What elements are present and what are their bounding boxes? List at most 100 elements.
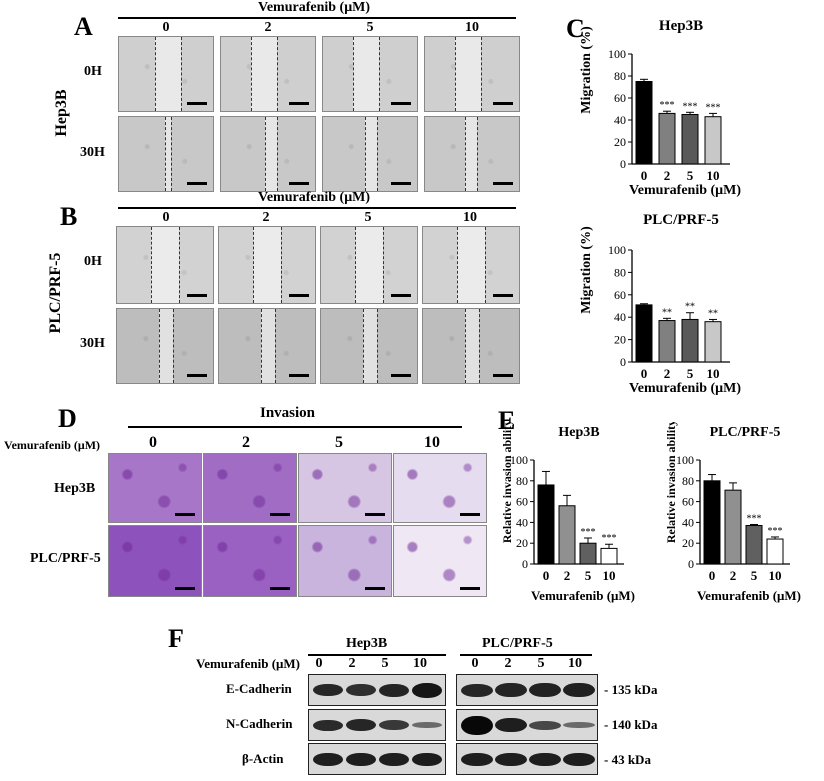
x-axis-label: Vemurafenib (μM) — [531, 588, 635, 603]
wound-edge-line — [155, 37, 156, 111]
migration-image-plc-30h — [422, 308, 520, 384]
y-tick-label: 20 — [614, 135, 626, 149]
wound-edge-line — [265, 117, 266, 191]
bar-2 — [658, 320, 676, 363]
wound-edge-line — [481, 37, 482, 111]
scale-bar — [365, 587, 385, 590]
x-tick-label: 5 — [751, 568, 758, 583]
panel-f-plc-dose-2: 2 — [504, 656, 512, 671]
y-axis-label: Relative invasion ability (%) — [500, 422, 514, 543]
panel-d-dose-2: 2 — [242, 434, 250, 451]
scale-bar — [175, 587, 195, 590]
panel-a-time-30h: 30H — [80, 145, 105, 160]
blot-band — [529, 720, 561, 730]
panel-d-row-plcprf5: PLC/PRF-5 — [30, 551, 101, 566]
invasion-image-hep3b — [108, 453, 202, 523]
x-tick-label: 0 — [641, 366, 648, 381]
bar-10 — [704, 321, 722, 363]
scale-bar — [391, 374, 411, 377]
y-tick-label: 100 — [676, 453, 694, 467]
bar-5 — [681, 114, 699, 165]
y-tick-label: 80 — [614, 69, 626, 83]
y-tick-label: 0 — [620, 157, 626, 171]
scale-bar — [391, 294, 411, 297]
y-tick-label: 20 — [682, 536, 694, 550]
bar-0 — [703, 480, 721, 565]
x-tick-label: 2 — [564, 568, 571, 583]
significance-label: *** — [747, 513, 762, 524]
wound-edge-line — [353, 37, 354, 111]
blot-band — [346, 719, 376, 731]
wound-edge-line — [275, 309, 276, 383]
invasion-image-plc — [203, 525, 297, 597]
blot-band — [529, 683, 561, 697]
blot-band — [346, 684, 376, 696]
wound-edge-line — [171, 117, 172, 191]
chart-title: Hep3B — [558, 425, 599, 440]
blot-band — [412, 752, 442, 766]
y-tick-label: 100 — [510, 453, 528, 467]
panel-f-plc-dose-0: 0 — [471, 656, 479, 671]
panel-a-treatment-label: Vemurafenib (μM) — [258, 0, 371, 15]
blot-band — [346, 752, 376, 766]
invasion-image-plc — [393, 525, 487, 597]
significance-label: *** — [683, 101, 698, 112]
significance-label: *** — [602, 533, 617, 544]
chart-title: PLC/PRF-5 — [710, 425, 781, 440]
blot-band — [563, 752, 595, 766]
wound-edge-line — [179, 227, 180, 303]
migration-image-plc-0h — [320, 226, 418, 304]
scale-bar — [289, 294, 309, 297]
panel-a-dose-5: 5 — [366, 20, 374, 35]
migration-image-hep3b-30h — [322, 116, 418, 192]
migration-image-hep3b-30h — [220, 116, 316, 192]
scale-bar — [270, 513, 290, 516]
x-tick-label: 5 — [687, 366, 694, 381]
blot-band — [461, 683, 493, 697]
blot-strip-hep3b-ecadherin — [308, 674, 446, 706]
migration-image-hep3b-0h — [220, 36, 316, 112]
invasion-image-hep3b — [203, 453, 297, 523]
blot-kda-ncadherin: - 140 kDa — [604, 717, 658, 732]
blot-strip-hep3b-ncadherin — [308, 709, 446, 741]
invasion-image-hep3b — [393, 453, 487, 523]
wound-edge-line — [477, 117, 478, 191]
wound-edge-line — [457, 227, 458, 303]
invasion-image-plc — [108, 525, 202, 597]
panel-a-dose-2: 2 — [264, 20, 272, 35]
x-tick-label: 5 — [687, 168, 694, 183]
wound-edge-line — [165, 117, 166, 191]
x-tick-label: 2 — [664, 168, 671, 183]
panel-f-group-hep3b: Hep3B — [346, 636, 388, 651]
y-axis-label: Migration (%) — [579, 226, 594, 314]
panel-d-dose-10: 10 — [424, 434, 440, 451]
migration-image-hep3b-0h — [118, 36, 214, 112]
migration-image-hep3b-0h — [322, 36, 418, 112]
wound-edge-line — [465, 117, 466, 191]
bar-10 — [704, 116, 722, 165]
y-tick-label: 60 — [614, 91, 626, 105]
y-tick-label: 40 — [682, 515, 694, 529]
panel-b-dose-0: 0 — [162, 210, 170, 225]
panel-f-hep3b-dose-10: 10 — [413, 656, 427, 671]
wound-edge-line — [355, 227, 356, 303]
wound-edge-line — [465, 309, 466, 383]
panel-b-time-30h: 30H — [80, 336, 105, 351]
y-axis-label: Relative invasion ability (%) — [664, 422, 678, 543]
significance-label: *** — [660, 100, 675, 111]
panel-f-treatment-label: Vemurafenib (μM) — [196, 656, 301, 671]
bar-2 — [724, 489, 742, 565]
scale-bar — [493, 294, 513, 297]
y-tick-label: 40 — [614, 310, 626, 324]
panel-a-dose-10: 10 — [465, 20, 479, 35]
x-tick-label: 10 — [707, 168, 720, 183]
blot-band — [495, 752, 527, 766]
panel-b-dose-2: 2 — [262, 210, 270, 225]
bar-5 — [745, 525, 763, 565]
x-axis-label: Vemurafenib (μM) — [697, 588, 801, 603]
chart-invasion-hep3b: Hep3B 0 20 40 60 80 100 Relative invasion abili… — [498, 397, 658, 606]
significance-label: ** — [708, 308, 718, 319]
panel-f-group-plcprf5: PLC/PRF-5 — [482, 636, 553, 651]
y-tick-label: 0 — [522, 557, 528, 571]
significance-label: ** — [685, 302, 695, 313]
